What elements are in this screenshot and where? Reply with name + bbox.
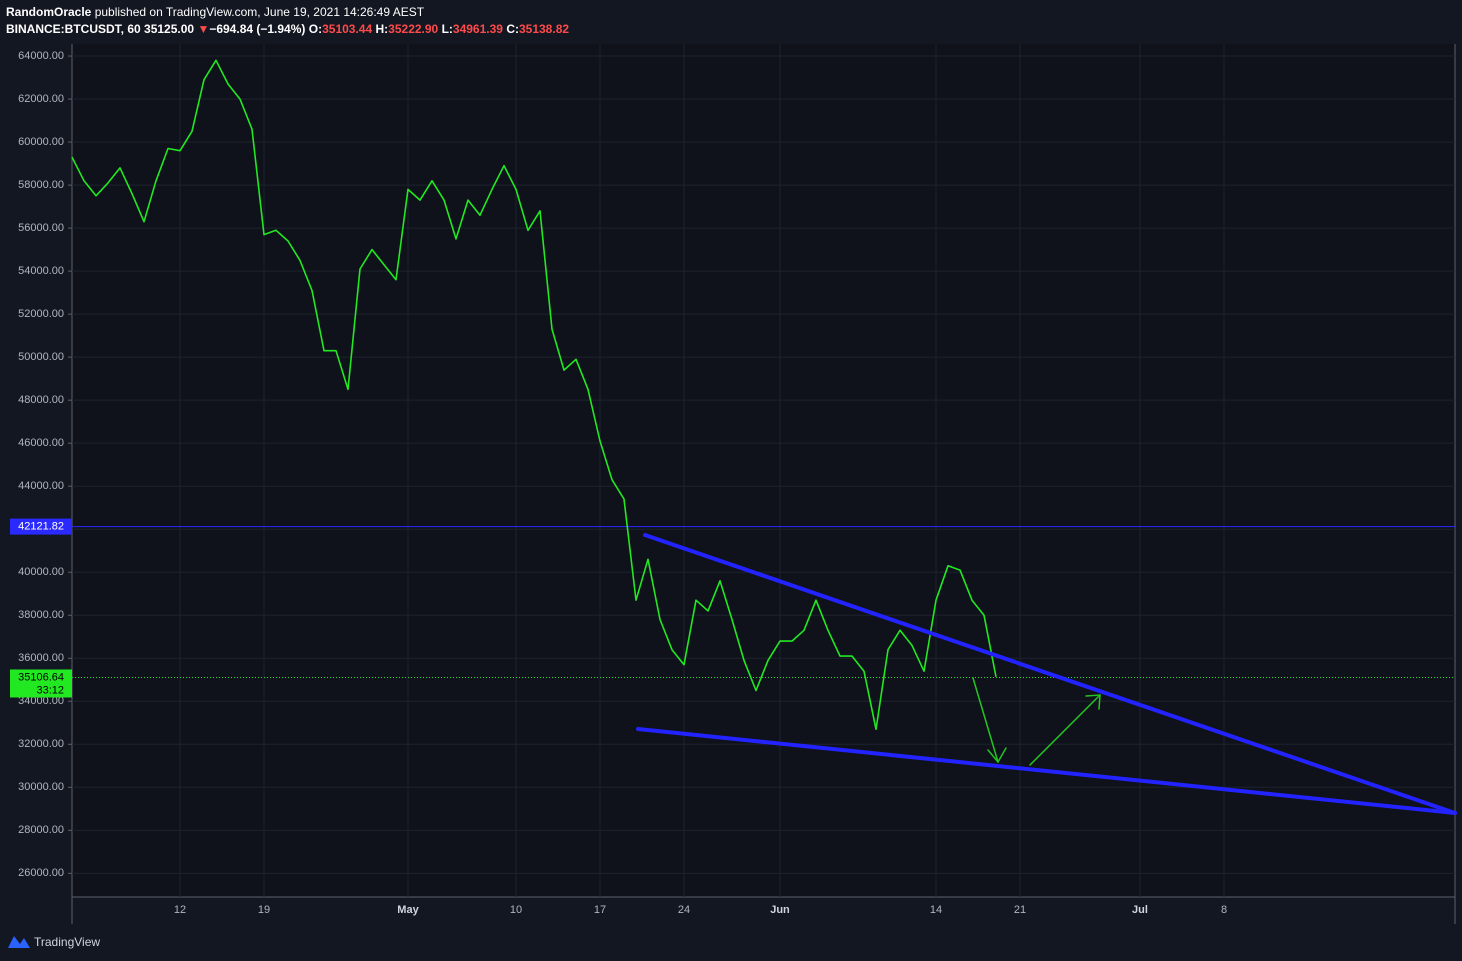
trend-line [643, 533, 1457, 815]
ohlc-label: O: [308, 22, 323, 36]
x-tick-label: 14 [930, 904, 942, 916]
arrow [1029, 694, 1101, 766]
y-tick-label: 52000.00 [18, 308, 64, 320]
horizontal-lines [72, 526, 1455, 678]
y-tick-label: 34000.00 [18, 695, 64, 707]
change: −694.84 (−1.94%) [209, 22, 306, 36]
logo-icon [8, 936, 30, 948]
x-tick-label: 8 [1221, 904, 1227, 916]
x-tick-label: 12 [174, 904, 186, 916]
ohlc-label: C: [506, 22, 519, 36]
y-tick-label: 26000.00 [18, 867, 64, 879]
x-tick-label: 24 [678, 904, 690, 916]
ohlc-label: H: [375, 22, 389, 36]
y-tick-label: 60000.00 [18, 136, 64, 148]
x-tick-label: 19 [258, 904, 270, 916]
x-tick-label: 21 [1014, 904, 1026, 916]
price-badge-label: 35106.64 [18, 671, 64, 683]
x-tick-label: 10 [510, 904, 522, 916]
x-tick-label: May [397, 904, 419, 916]
y-tick-label: 62000.00 [18, 93, 64, 105]
y-tick-label: 48000.00 [18, 394, 64, 406]
drawings [636, 533, 1457, 815]
header-line: RandomOracle published on TradingView.co… [6, 4, 569, 21]
countdown: 33:12 [36, 684, 64, 696]
author: RandomOracle [6, 5, 92, 19]
price: 35125.00 [144, 22, 195, 36]
logo: TradingView [8, 935, 100, 949]
arrow: ▼ [197, 22, 210, 36]
open: 35103.44 [322, 22, 373, 36]
header: RandomOracle published on TradingView.co… [6, 4, 569, 38]
y-tick-label: 58000.00 [18, 179, 64, 191]
low: 34961.39 [452, 22, 503, 36]
y-tick-label: 40000.00 [18, 566, 64, 578]
price-line [71, 59, 997, 730]
grid [72, 44, 1455, 897]
y-tick-label: 64000.00 [18, 50, 64, 62]
series [71, 59, 997, 730]
y-tick-label: 30000.00 [18, 781, 64, 793]
y-tick-label: 50000.00 [18, 351, 64, 363]
price-badge [10, 518, 72, 535]
axes: 26000.00 28000.00 30000.00 32000.00 34000.00… [10, 50, 1227, 916]
y-tick-label: 28000.00 [18, 824, 64, 836]
x-tick-label: Jun [770, 904, 790, 916]
y-tick-label: 56000.00 [18, 222, 64, 234]
high: 35222.90 [388, 22, 439, 36]
price-badge [10, 669, 72, 698]
y-tick-label: 38000.00 [18, 609, 64, 621]
x-tick-label: 17 [594, 904, 606, 916]
y-tick-label: 32000.00 [18, 738, 64, 750]
arrow-head [987, 747, 1007, 764]
y-tick-label: 36000.00 [18, 652, 64, 664]
brand: TradingView [34, 935, 100, 949]
header-line: BINANCE:BTCUSDT, 60 35125.00 ▼−694.84 (−… [6, 21, 569, 38]
arrow [972, 677, 999, 763]
trend-line [636, 727, 1457, 815]
plot-area [72, 44, 1455, 897]
price-badge-label: 42121.82 [18, 521, 64, 533]
x-tick-label: Jul [1132, 904, 1148, 916]
close: 35138.82 [518, 22, 570, 36]
y-tick-label: 44000.00 [18, 480, 64, 492]
published: published on TradingView.com, June 19, 2… [94, 5, 425, 19]
y-tick-label: 54000.00 [18, 265, 64, 277]
arrow-head [1085, 694, 1101, 710]
symbol: BINANCE:BTCUSDT, 60 [6, 22, 141, 36]
ohlc-label: L: [441, 22, 453, 36]
y-tick-label: 46000.00 [18, 437, 64, 449]
